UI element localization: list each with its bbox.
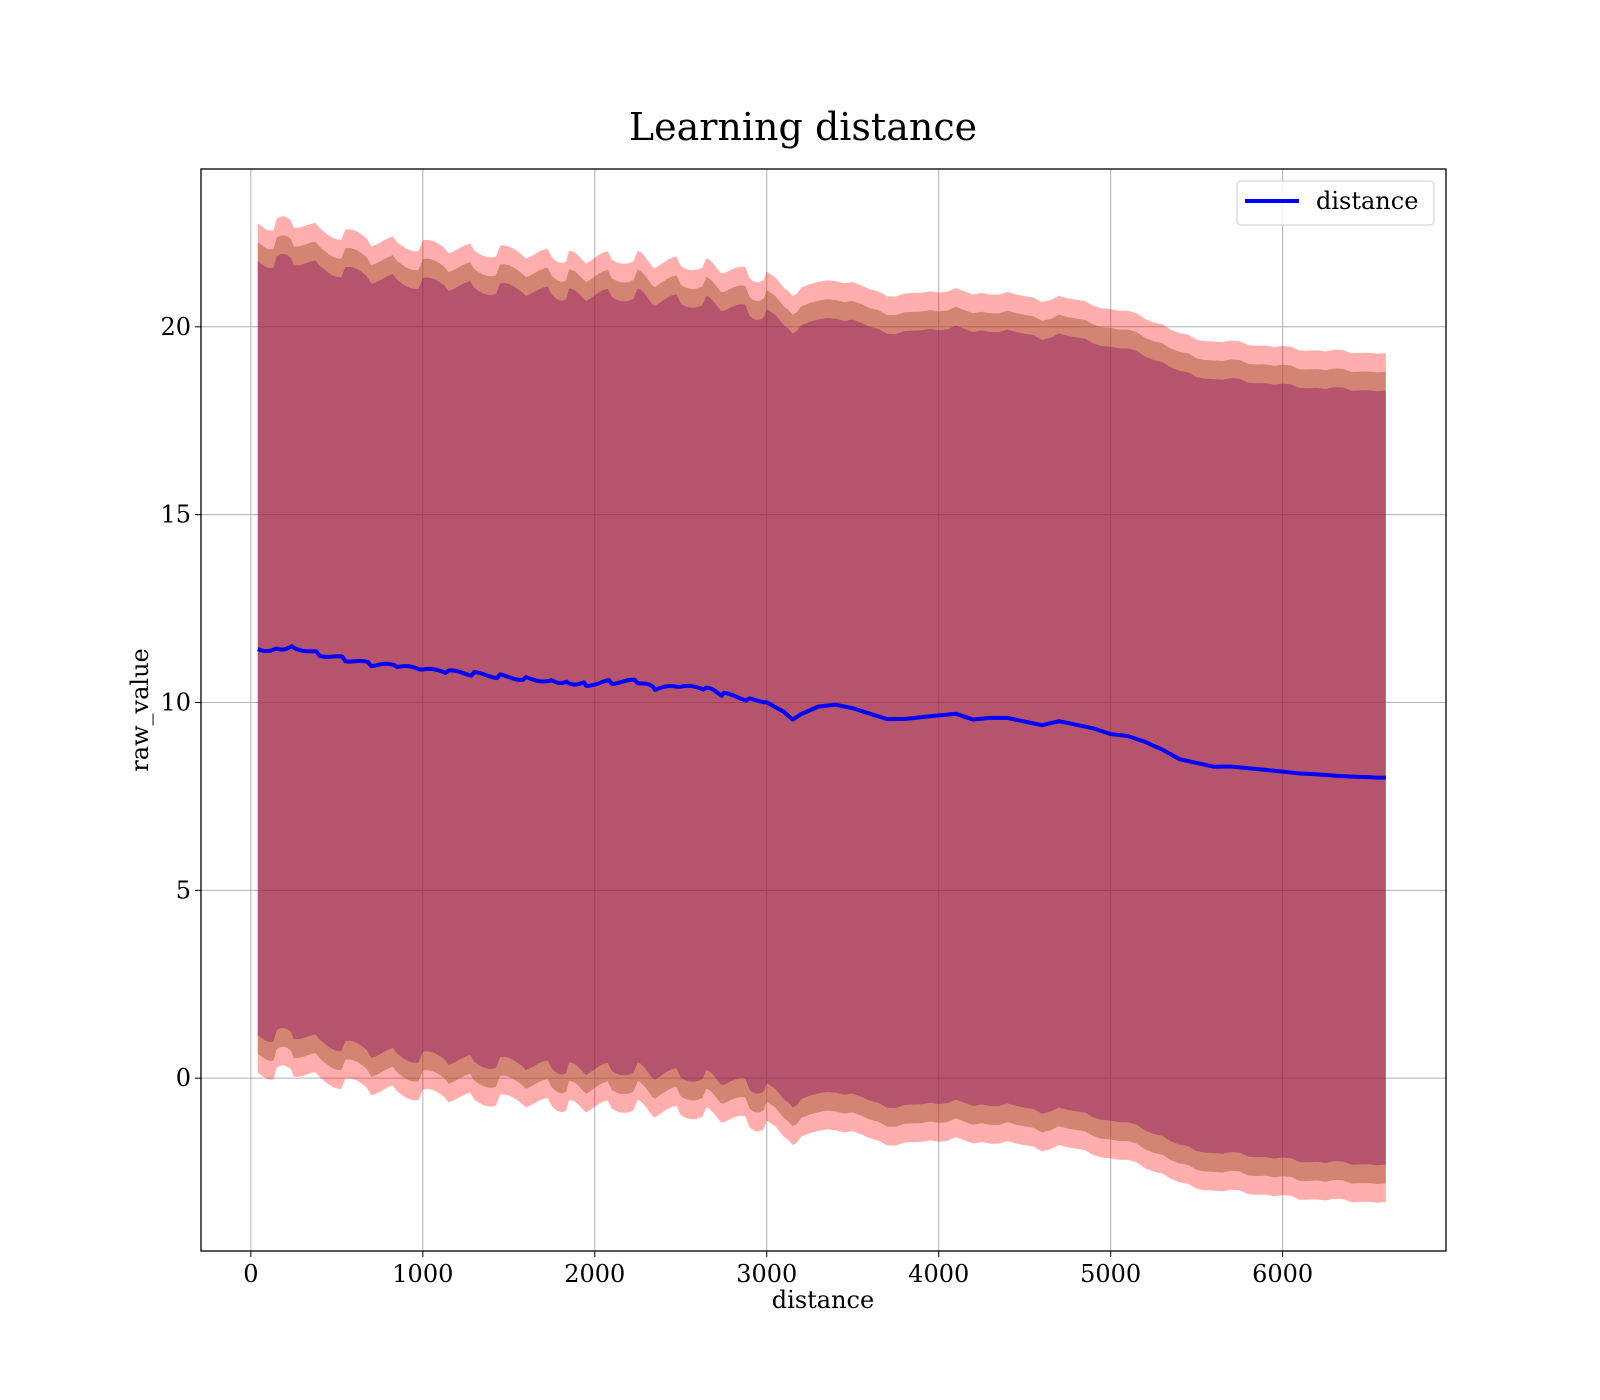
axes-frame [200, 168, 1447, 1252]
band-outer [257, 216, 1386, 1203]
y-tick-label: 15 [160, 501, 191, 529]
y-tick-label: 10 [160, 688, 191, 716]
band-inner [257, 253, 1386, 1166]
y-tick-label: 0 [176, 1064, 191, 1092]
y-tick-label: 5 [176, 876, 191, 904]
x-tick-label: 2000 [564, 1260, 625, 1288]
x-tick-label: 1000 [392, 1260, 453, 1288]
legend-label-distance: distance [1316, 187, 1418, 215]
ticks: 0 1000 2000 3000 4000 5000 6000 0 5 10 15 20 [160, 313, 1313, 1288]
chart-title: Learning distance [629, 105, 977, 149]
grid [201, 169, 1446, 1251]
x-tick-label: 3000 [736, 1260, 797, 1288]
x-axis-label: distance [772, 1286, 874, 1314]
x-tick-label: 6000 [1252, 1260, 1313, 1288]
x-tick-label: 5000 [1080, 1260, 1141, 1288]
series-lines [257, 644, 1386, 780]
series-line-distance [257, 644, 1386, 780]
band-middle [257, 235, 1386, 1185]
legend-box [1236, 180, 1435, 226]
legend: distance [1236, 180, 1435, 226]
x-tick-label: 4000 [908, 1260, 969, 1288]
y-axis-label: raw_value [126, 648, 154, 772]
y-tick-label: 20 [160, 313, 191, 341]
x-tick-label: 0 [243, 1260, 258, 1288]
confidence-bands [257, 216, 1386, 1203]
